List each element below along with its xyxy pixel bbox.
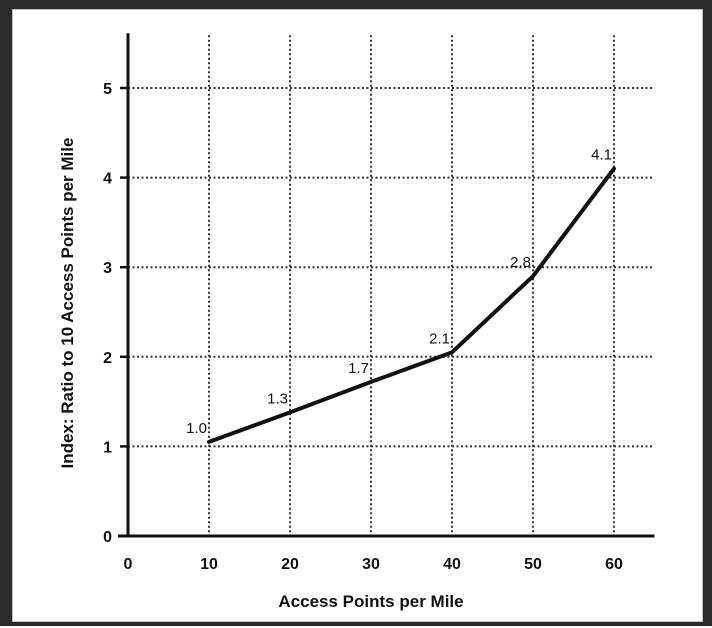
x-axis-title: Access Points per Mile <box>278 592 463 611</box>
y-axis-title: Index: Ratio to 10 Access Points per Mil… <box>58 138 77 469</box>
line-chart: 0 10 20 30 40 50 60 0 1 2 3 4 5 1.0 1.3 1.7 2.1 2.8 4.1 A… <box>58 33 655 611</box>
grid <box>128 35 655 536</box>
y-tick-label: 3 <box>103 260 112 277</box>
x-tick-label: 30 <box>362 556 380 573</box>
chart-panel: 0 10 20 30 40 50 60 0 1 2 3 4 5 1.0 1.3 1.7 2.1 2.8 4.1 A… <box>12 9 703 622</box>
data-label: 1.0 <box>186 420 207 437</box>
series-line <box>207 166 616 444</box>
data-label: 1.7 <box>348 360 369 377</box>
axes <box>118 33 655 538</box>
y-tick-label: 2 <box>103 350 112 367</box>
y-tick-label: 4 <box>103 171 112 188</box>
data-label: 2.1 <box>429 330 450 347</box>
x-tick-label: 50 <box>524 556 542 573</box>
y-tick-label: 0 <box>103 529 112 546</box>
x-tick-label: 20 <box>281 556 299 573</box>
data-label: 1.3 <box>267 390 288 407</box>
x-tick-label: 10 <box>200 556 218 573</box>
x-tick-label: 40 <box>443 556 461 573</box>
data-label: 4.1 <box>591 147 612 164</box>
x-tick-label: 60 <box>605 556 623 573</box>
data-label: 2.8 <box>510 254 531 271</box>
x-tick-label: 0 <box>124 556 133 573</box>
series <box>207 166 616 444</box>
data-labels: 1.0 1.3 1.7 2.1 2.8 4.1 <box>186 147 612 437</box>
tick-labels: 0 10 20 30 40 50 60 0 1 2 3 4 5 <box>103 81 623 573</box>
y-tick-label: 1 <box>103 439 112 456</box>
y-tick-label: 5 <box>103 81 112 98</box>
